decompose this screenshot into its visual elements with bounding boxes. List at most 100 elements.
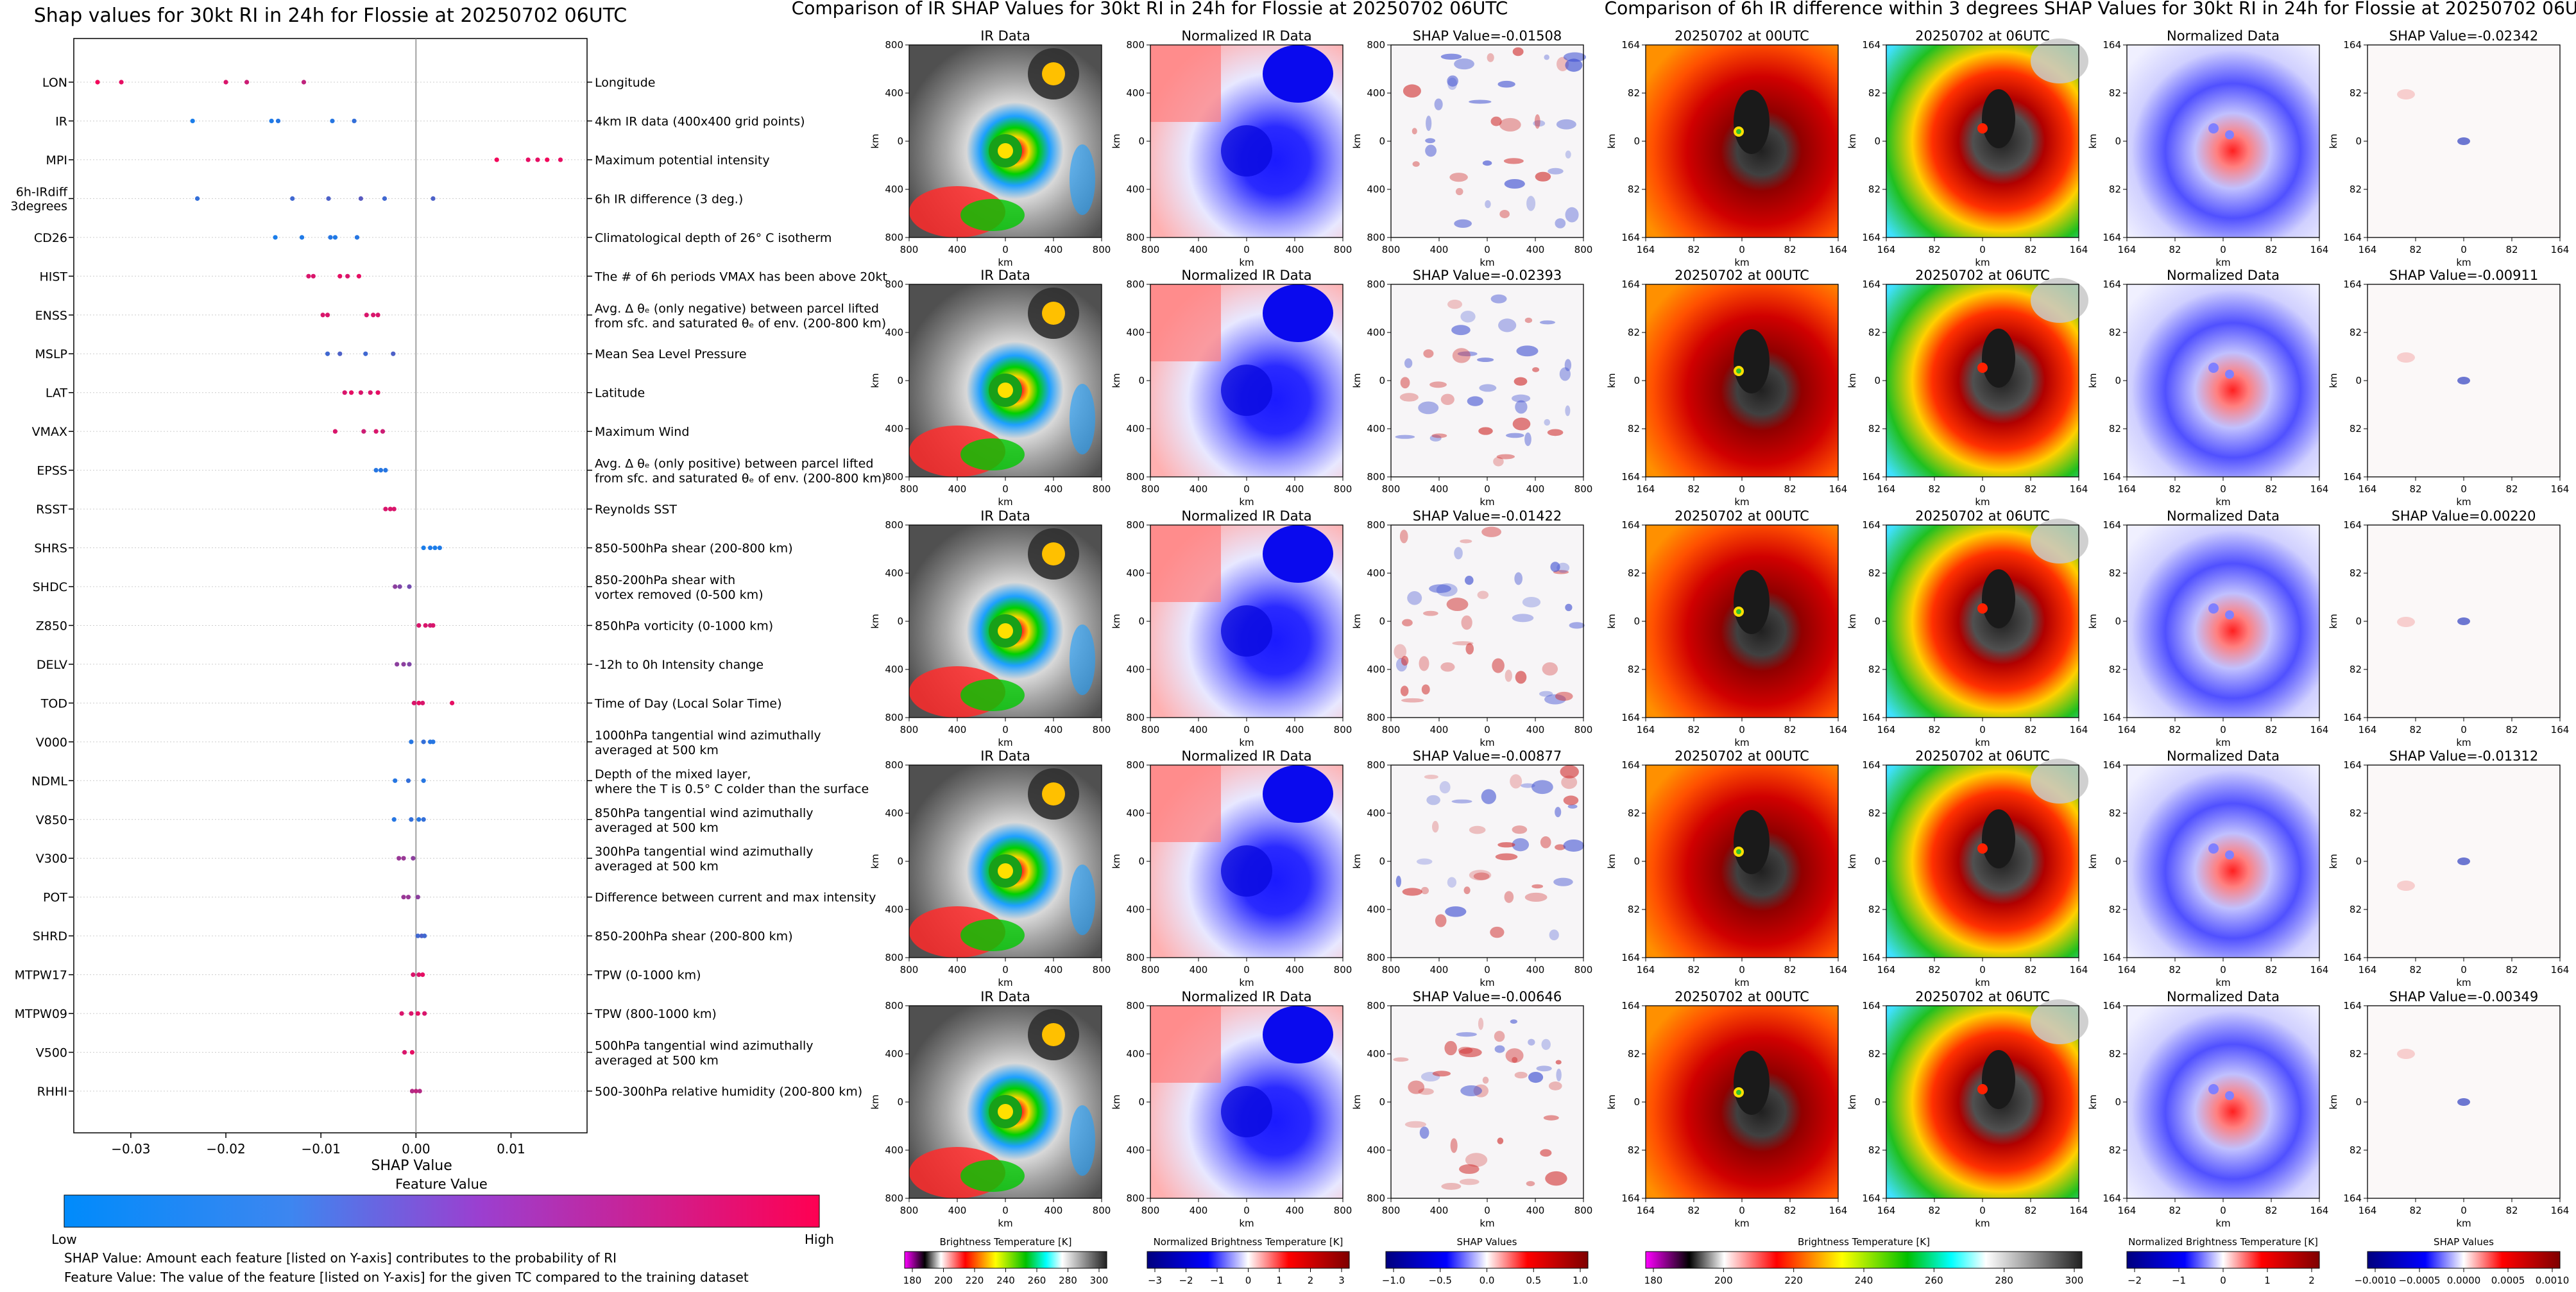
y-tick-label: 164 xyxy=(2103,759,2121,771)
x-tick-label: 164 xyxy=(1877,964,1896,976)
cold-cloud xyxy=(1982,329,2015,388)
shap-summary-panel: Shap values for 30kt RI in 24h for Floss… xyxy=(10,4,887,1285)
shap-point xyxy=(421,739,426,745)
shap-blob xyxy=(1436,583,1458,597)
shap-image xyxy=(1391,525,1583,718)
shap-point xyxy=(332,235,338,240)
y-axis-label: km xyxy=(1606,134,1617,148)
shap-blob xyxy=(1481,789,1496,804)
y-tick-label: 800 xyxy=(885,1000,903,1012)
y-axis-label: km xyxy=(1847,854,1858,868)
shap-point xyxy=(194,196,200,201)
y-tick-label: 0 xyxy=(2355,135,2362,147)
shap-blob xyxy=(1553,877,1573,886)
shap-point xyxy=(391,351,396,356)
y-tick-label: 400 xyxy=(1126,664,1145,675)
x-axis-label: km xyxy=(998,496,1012,508)
x-axis-label: km xyxy=(2456,737,2471,748)
y-tick-label: 82 xyxy=(2350,567,2362,579)
y-tick-label: 0 xyxy=(1874,1096,1881,1108)
x-axis-label: km xyxy=(1239,257,1254,268)
colorbar xyxy=(2126,1251,2320,1269)
shap-point xyxy=(417,1089,422,1094)
shap-blob xyxy=(2457,377,2470,384)
x-tick-label: 800 xyxy=(1141,244,1160,255)
shap-blob xyxy=(1540,1149,1552,1157)
y-axis-label: km xyxy=(1111,1094,1122,1109)
y-tick-label: 0 xyxy=(1874,856,1881,867)
colorbar-tick-label: 200 xyxy=(934,1275,953,1286)
y-tick-label: 400 xyxy=(1367,1048,1385,1060)
shap-blob xyxy=(1504,178,1525,189)
colorbar-tick-label: 0.0005 xyxy=(2491,1275,2525,1286)
feature-name-label: SHRS xyxy=(34,542,67,556)
colorbar-tick-label: −0.5 xyxy=(1429,1275,1452,1286)
cold-cloud-region xyxy=(2031,759,2088,804)
x-tick-label: 82 xyxy=(1784,964,1796,976)
x-tick-label: 800 xyxy=(1382,483,1401,495)
x-tick-label: 0 xyxy=(1484,244,1490,255)
shap-blob xyxy=(1418,401,1439,415)
x-tick-label: 82 xyxy=(1928,724,1940,736)
shap-point xyxy=(409,1049,415,1055)
shap-blob xyxy=(1524,432,1531,446)
y-axis-label: km xyxy=(2328,1094,2339,1109)
shap-point xyxy=(311,273,316,279)
feature-description: 500-300hPa relative humidity (200-800 km… xyxy=(595,1085,862,1099)
shap-value-title: SHAP Value=-0.00646 xyxy=(1413,989,1562,1004)
panel-title: IR Data xyxy=(980,268,1030,283)
shap-plot-frame xyxy=(73,38,588,1133)
cloud-top-core xyxy=(1042,782,1065,805)
shap-blob xyxy=(2457,1098,2470,1106)
shap-blob xyxy=(1420,886,1429,895)
feature-description: Avg. Δ θₑ (only negative) between parcel… xyxy=(595,302,879,316)
shap-blob xyxy=(1447,75,1458,87)
x-tick-label: 0 xyxy=(1739,964,1745,976)
y-axis-label: km xyxy=(1111,854,1122,868)
colorbar-tick-label: 240 xyxy=(996,1275,1015,1286)
feature-name-label: SHDC xyxy=(33,580,67,594)
shap-blob xyxy=(1445,906,1467,917)
x-tick-label: 0 xyxy=(1002,1205,1009,1216)
feature-name-label: LAT xyxy=(46,386,68,401)
x-tick-label: 164 xyxy=(2118,1205,2137,1216)
storm-eye xyxy=(1977,1084,1988,1094)
panel-title: 20250702 at 06UTC xyxy=(1915,28,2050,44)
warm-region xyxy=(1150,45,1221,122)
x-tick-label: 400 xyxy=(1286,1205,1304,1216)
x-tick-label: 400 xyxy=(1045,1205,1063,1216)
storm-eye xyxy=(998,1104,1013,1119)
shap-blob xyxy=(1440,662,1455,672)
shap-point xyxy=(407,662,412,667)
colorbar-title: Brightness Temperature [K] xyxy=(940,1236,1072,1248)
eye-marker xyxy=(2225,850,2234,859)
x-tick-label: 0 xyxy=(2220,1205,2226,1216)
y-axis-label: km xyxy=(1847,373,1858,388)
y-axis-label: km xyxy=(2328,134,2339,148)
y-tick-label: 800 xyxy=(1126,952,1145,963)
shap-blob xyxy=(1496,454,1515,460)
x-tick-label: 800 xyxy=(1574,964,1593,976)
shap-point xyxy=(401,662,406,667)
y-tick-label: 400 xyxy=(1126,423,1145,435)
y-tick-label: 0 xyxy=(897,616,903,627)
y-axis-label: km xyxy=(1111,614,1122,628)
feature-name-label: SHRD xyxy=(33,929,67,943)
shap-blob xyxy=(1404,1121,1427,1128)
shap-point xyxy=(301,80,307,85)
x-tick-label: 82 xyxy=(2409,964,2421,976)
x-tick-label: 82 xyxy=(2024,483,2036,495)
y-tick-label: 82 xyxy=(1628,904,1640,915)
shap-blob xyxy=(1444,1040,1457,1056)
cold-cloud-region xyxy=(2031,519,2088,564)
y-tick-label: 82 xyxy=(2109,423,2121,435)
x-tick-label: 0 xyxy=(1243,724,1250,736)
shap-blob xyxy=(1460,311,1476,323)
shap-blob xyxy=(1440,53,1462,60)
y-tick-label: 164 xyxy=(2103,279,2121,290)
shap-point xyxy=(431,739,436,745)
feature-name-label: 6h-IRdiff xyxy=(16,185,68,199)
shap-blob xyxy=(1412,161,1420,167)
y-tick-label: 82 xyxy=(2350,664,2362,675)
shap-point xyxy=(325,351,330,356)
